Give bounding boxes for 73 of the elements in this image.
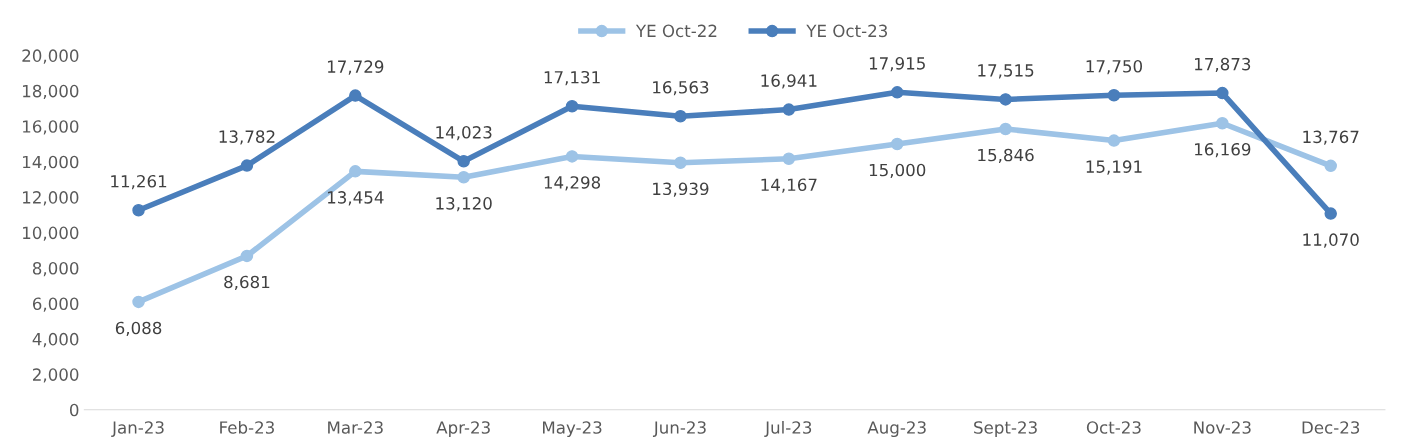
point (1216, 117, 1229, 130)
x-tick-label: May-23 (543, 421, 602, 438)
y-tick-label: 20,000 (22, 49, 79, 64)
data-label: 6,088 (115, 321, 162, 336)
point (240, 249, 254, 263)
point (1107, 134, 1121, 147)
x-tick-label: Feb-23 (220, 420, 274, 434)
point (565, 99, 579, 113)
data-label: 17,915 (869, 57, 925, 72)
data-label: 8,681 (224, 275, 270, 290)
x-tick-label: Aug-23 (867, 421, 926, 438)
point (1107, 88, 1121, 102)
data-label: 14,023 (436, 126, 492, 141)
data-label: 17,729 (327, 60, 384, 75)
x-tick-label: Apr-23 (436, 421, 490, 438)
point (457, 171, 470, 184)
point (240, 159, 254, 172)
point (132, 295, 145, 309)
point (132, 203, 145, 217)
data-label: 16,563 (653, 81, 709, 96)
x-tick-label: Jun-23 (652, 421, 706, 437)
point (999, 122, 1012, 136)
x-tick-label: Nov-23 (1194, 421, 1251, 434)
point (349, 89, 362, 102)
legend-label: YE Oct-22 (635, 24, 717, 38)
data-label: 14,167 (761, 178, 817, 193)
data-label: 17,750 (1086, 59, 1143, 75)
legend-label: YE Oct-23 (806, 24, 888, 38)
point (782, 103, 796, 116)
point (565, 150, 579, 163)
data-label: 11,070 (1303, 233, 1359, 248)
x-tick-label: Dec-23 (1302, 421, 1360, 434)
x-tick-label: Oct-23 (1086, 421, 1141, 434)
data-label: 17,131 (544, 70, 600, 86)
x-tick-label: Jul-23 (764, 420, 812, 437)
y-tick-label: 10,000 (23, 226, 79, 241)
data-label: 13,767 (1303, 130, 1359, 145)
point (674, 110, 687, 123)
point (1216, 86, 1229, 100)
point (457, 155, 470, 168)
y-tick-label: 6,000 (32, 297, 79, 312)
y-tick-label: 18,000 (23, 84, 79, 100)
data-label: 14,298 (544, 176, 601, 191)
point (1324, 207, 1337, 220)
data-label: 16,169 (1195, 143, 1251, 158)
data-label: 11,261 (111, 174, 167, 190)
point (674, 156, 687, 170)
y-tick-label: 2,000 (33, 368, 79, 383)
y-tick-label: 12,000 (23, 191, 79, 206)
x-tick-label: Sept-23 (974, 421, 1037, 438)
data-label: 13,939 (653, 182, 709, 197)
x-tick-label: Jan-23 (111, 421, 164, 437)
data-label: 17,873 (1195, 57, 1251, 73)
data-label: 13,120 (436, 197, 492, 212)
data-label: 15,191 (1086, 160, 1142, 175)
data-label: 15,000 (869, 163, 926, 179)
y-tick-label: 14,000 (23, 155, 79, 170)
x-tick-label: Mar-23 (328, 421, 383, 434)
point (890, 86, 904, 99)
point (782, 152, 796, 165)
y-tick-label: 0 (69, 403, 79, 417)
y-tick-label: 8,000 (32, 261, 79, 277)
y-tick-label: 16,000 (23, 120, 79, 135)
point (1324, 159, 1337, 173)
point (349, 165, 362, 178)
data-label: 16,941 (761, 74, 817, 89)
data-label: 13,782 (219, 130, 275, 145)
data-label: 15,846 (978, 148, 1034, 164)
y-tick-label: 4,000 (32, 332, 79, 348)
point (999, 93, 1012, 106)
point (890, 137, 904, 151)
data-label: 13,454 (327, 191, 384, 206)
data-label: 17,515 (978, 64, 1034, 79)
